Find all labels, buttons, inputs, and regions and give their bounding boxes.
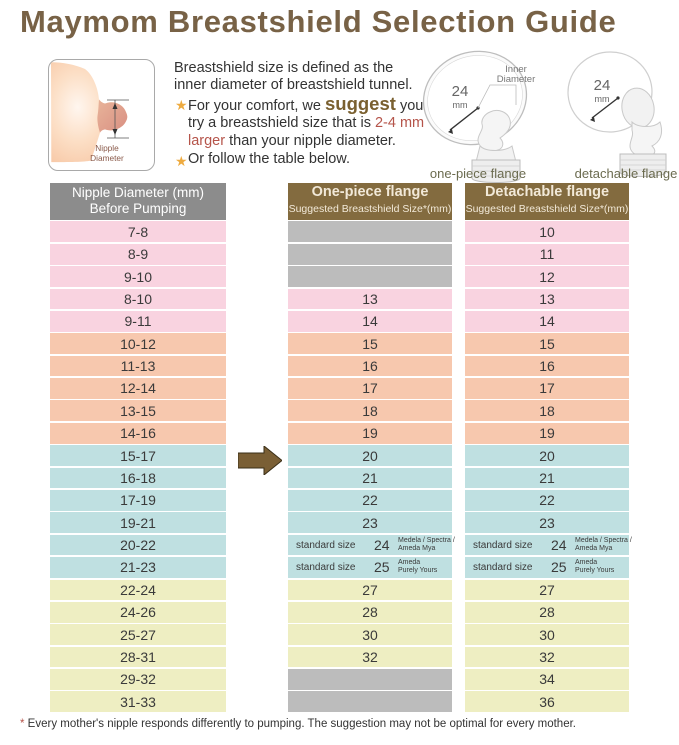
svg-text:mm: mm: [595, 94, 610, 104]
svg-text:Nipple: Nipple: [95, 143, 119, 153]
svg-text:Diameter: Diameter: [497, 74, 536, 85]
svg-text:24: 24: [594, 77, 611, 94]
svg-text:24: 24: [452, 83, 469, 100]
svg-text:detachable flange: detachable flange: [575, 166, 678, 181]
svg-text:one-piece flange: one-piece flange: [430, 166, 526, 181]
svg-text:mm: mm: [453, 100, 468, 110]
svg-text:Diameter: Diameter: [90, 153, 124, 163]
